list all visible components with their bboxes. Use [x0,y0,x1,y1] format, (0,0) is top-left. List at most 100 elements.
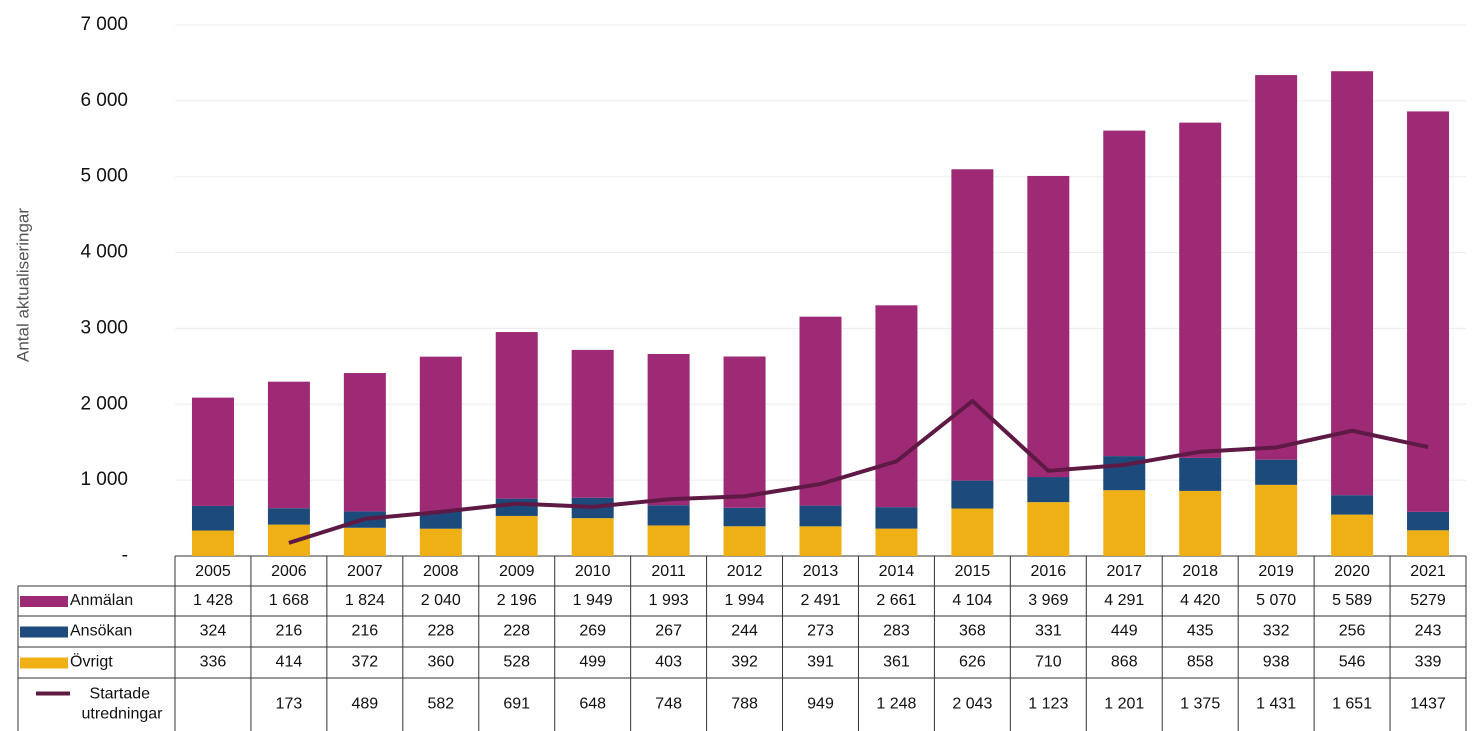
table-value: 868 [1111,654,1138,671]
table-value: 2 491 [800,592,840,609]
bar-segment [799,526,842,556]
table-value: 1 428 [193,592,233,609]
table-value: 499 [579,654,606,671]
table-value: 1 431 [1256,696,1296,713]
table-value: 648 [579,696,606,713]
bar-segment [799,505,842,527]
legend-swatch [20,596,68,607]
x-tick-label: 2014 [879,563,915,580]
bar-segment [419,511,462,529]
x-tick-label: 2010 [575,563,611,580]
x-tick-label: 2005 [195,563,231,580]
table-value: 1 993 [649,592,689,609]
bar-segment [1179,457,1222,491]
bar-segment [1103,490,1146,556]
y-tick-label: 7 000 [80,14,128,35]
bar-segment [1331,514,1374,556]
x-tick-label: 2008 [423,563,459,580]
bar-segment [723,507,766,527]
table-value: 435 [1187,623,1214,640]
x-tick-label: 2013 [803,563,839,580]
table-value: 949 [807,696,834,713]
bar-segment [1331,495,1374,515]
table-value: 368 [959,623,986,640]
table-value: 2 043 [952,696,992,713]
bar-segment [495,498,538,516]
table-value: 546 [1339,654,1366,671]
table-value: 1 375 [1180,696,1220,713]
y-tick-label: 1 000 [80,469,128,490]
table-value: 283 [883,623,910,640]
table-value: 216 [352,623,379,640]
bar-segment [723,526,766,556]
bar-segment [571,518,614,556]
table-value: 228 [427,623,454,640]
y-tick-label: 6 000 [80,90,128,111]
bar-segment [343,373,386,512]
table-value: 858 [1187,654,1214,671]
bar-segment [495,332,538,499]
legend-label: Anmälan [70,592,133,609]
table-value: 626 [959,654,986,671]
table-value: 243 [1415,623,1442,640]
table-value: 2 196 [497,592,537,609]
bar-segment [647,505,690,526]
table-value: 216 [276,623,303,640]
bar-segment [1103,130,1146,457]
table-value: 244 [731,623,758,640]
x-tick-label: 2016 [1031,563,1067,580]
table-value: 582 [427,696,454,713]
table-value: 748 [655,696,682,713]
bar-segment [1407,111,1450,512]
bar-segment [191,505,234,531]
table-value: 269 [579,623,606,640]
table-value: 360 [427,654,454,671]
bar-segment [267,508,310,525]
table-value: 1 668 [269,592,309,609]
y-tick-label: 4 000 [80,242,128,263]
bar-segment [951,480,994,509]
bar-segment [875,305,918,508]
legend-label: Startade utredningar [82,686,164,723]
table-value: 1 651 [1332,696,1372,713]
x-tick-label: 2015 [955,563,991,580]
bar-segment [1255,484,1298,556]
bar-segment [1179,122,1222,458]
table-value: 331 [1035,623,1062,640]
table-value: 391 [807,654,834,671]
legend-swatch [20,657,68,669]
bar-segment [951,169,994,481]
y-tick-label: 2 000 [80,393,128,414]
x-tick-label: 2021 [1410,563,1446,580]
x-tick-label: 2007 [347,563,383,580]
x-tick-label: 2009 [499,563,535,580]
table-value: 372 [352,654,379,671]
bar-segment [1027,477,1070,503]
table-value: 2 040 [421,592,461,609]
table-value: 403 [655,654,682,671]
table-value: 1437 [1410,696,1446,713]
legend-swatch [20,626,68,638]
x-tick-label: 2012 [727,563,763,580]
bar-segment [419,356,462,512]
bar-segment [799,316,842,506]
table-value: 1 248 [876,696,916,713]
bar-segment [1255,459,1298,485]
table-value: 1 824 [345,592,385,609]
table-value: 1 994 [725,592,765,609]
table-value: 449 [1111,623,1138,640]
table-value: 3 969 [1028,592,1068,609]
table-value: 173 [276,696,303,713]
table-value: 1 123 [1028,696,1068,713]
x-tick-label: 2018 [1182,563,1218,580]
table-value: 5279 [1410,592,1446,609]
bar-segment [723,356,766,508]
table-value: 4 291 [1104,592,1144,609]
table-value: 4 104 [952,592,992,609]
x-tick-label: 2017 [1106,563,1142,580]
bar-segment [1407,511,1450,531]
table-value: 414 [276,654,303,671]
bar-segment [1255,75,1298,460]
bar-segment [267,381,310,509]
table-value: 788 [731,696,758,713]
